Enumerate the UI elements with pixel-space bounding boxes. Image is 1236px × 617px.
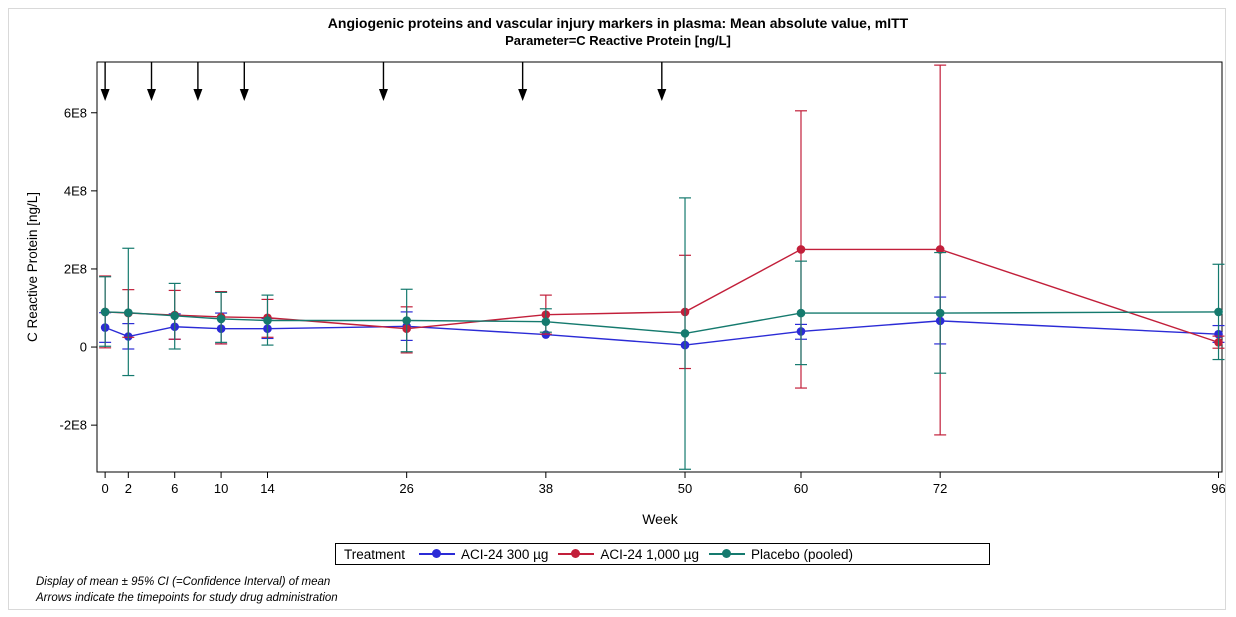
- y-tick-label: 6E8: [64, 105, 87, 120]
- series-line: [104, 320, 1219, 346]
- y-tick-label: 2E8: [64, 261, 87, 276]
- dosing-arrowhead: [193, 89, 203, 101]
- figure-frame: [8, 8, 1226, 610]
- data-point: [541, 317, 551, 326]
- plot-area: [96, 61, 1223, 473]
- legend-swatch-aci24-1000: [558, 548, 595, 560]
- series-layer: [99, 64, 1225, 470]
- data-point: [170, 311, 180, 321]
- data-point: [263, 316, 272, 325]
- x-tick-label: 10: [214, 481, 228, 496]
- legend-entry-aci24-300: ACI-24 300 µg: [419, 547, 548, 562]
- data-point: [124, 308, 133, 317]
- chart-subtitle: Parameter=C Reactive Protein [ng/L]: [505, 33, 731, 48]
- data-point: [796, 245, 806, 254]
- y-tick-label: -2E8: [60, 418, 87, 433]
- legend-swatch-aci24-300: [419, 548, 456, 560]
- dosing-arrowhead: [378, 89, 388, 101]
- y-tick-label: 0: [80, 340, 87, 355]
- data-point: [796, 308, 806, 318]
- chart-title: Angiogenic proteins and vascular injury …: [327, 15, 909, 31]
- dosing-arrowhead: [147, 89, 157, 101]
- x-tick-label: 72: [933, 481, 947, 496]
- dosing-arrowhead: [518, 89, 528, 101]
- footnote-arrows: Arrows indicate the timepoints for study…: [36, 592, 338, 604]
- legend-title: Treatment: [344, 546, 406, 562]
- x-tick-label: 38: [539, 481, 553, 496]
- legend: Treatment ACI-24 300 µg ACI-24 1,000 µg …: [335, 543, 990, 565]
- x-tick-label: 60: [794, 481, 808, 496]
- data-point: [935, 245, 945, 254]
- series-line: [105, 311, 1219, 335]
- legend-swatch-placebo: [708, 548, 745, 560]
- dosing-arrowhead: [100, 89, 110, 101]
- x-tick-label: 50: [678, 481, 692, 496]
- x-tick-label: 96: [1211, 481, 1225, 496]
- y-axis-label: C Reactive Protein [ng/L]: [25, 192, 40, 342]
- x-tick-label: 2: [125, 481, 132, 496]
- data-point: [1214, 307, 1223, 317]
- legend-label-placebo: Placebo (pooled): [750, 546, 854, 562]
- x-tick-label: 14: [260, 481, 274, 496]
- dosing-arrows: [100, 62, 667, 101]
- x-tick-label: 0: [102, 481, 109, 496]
- x-tick-label: 6: [171, 481, 178, 496]
- data-point: [216, 314, 226, 324]
- legend-entry-placebo: Placebo (pooled): [708, 546, 854, 562]
- data-point: [935, 308, 945, 318]
- x-tick-label: 26: [399, 481, 413, 496]
- y-axis: -2E8 0 2E8 4E8 6E8: [60, 105, 97, 433]
- series-group: [99, 197, 1225, 470]
- legend-label-aci24-1000: ACI-24 1,000 µg: [600, 546, 699, 562]
- dosing-arrowhead: [657, 89, 667, 101]
- y-tick-label: 4E8: [64, 183, 87, 198]
- data-point: [100, 307, 110, 317]
- series-group: [99, 64, 1225, 436]
- x-axis: 0 2 6 10 14 26 38 50 60 72 96: [102, 472, 1226, 496]
- data-point: [402, 316, 411, 325]
- x-axis-label: Week: [642, 511, 679, 527]
- data-point: [680, 329, 690, 338]
- footnote-ci: Display of mean ± 95% CI (=Confidence In…: [36, 576, 331, 588]
- dosing-arrowhead: [239, 89, 249, 101]
- legend-entry-aci24-1000: ACI-24 1,000 µg: [558, 547, 699, 562]
- legend-label-aci24-300: ACI-24 300 µg: [461, 546, 549, 562]
